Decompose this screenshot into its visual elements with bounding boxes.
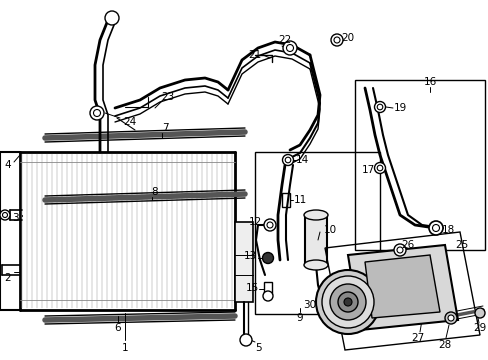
Text: 19: 19 <box>392 103 406 113</box>
Text: 13: 13 <box>243 251 256 261</box>
Circle shape <box>447 315 453 321</box>
Text: 10: 10 <box>323 225 336 235</box>
Text: 3: 3 <box>12 213 18 223</box>
Circle shape <box>240 334 251 346</box>
Circle shape <box>315 270 379 334</box>
Circle shape <box>105 11 119 25</box>
Circle shape <box>329 284 365 320</box>
Circle shape <box>263 291 272 301</box>
Bar <box>354 80 484 250</box>
Text: 15: 15 <box>245 283 258 293</box>
Ellipse shape <box>304 210 327 220</box>
Circle shape <box>264 219 275 231</box>
Bar <box>235 222 252 302</box>
Text: 23: 23 <box>161 92 174 102</box>
Circle shape <box>374 102 385 112</box>
Text: 12: 12 <box>248 217 261 227</box>
Circle shape <box>376 165 382 171</box>
Text: 7: 7 <box>162 123 168 133</box>
Text: 5: 5 <box>254 343 261 353</box>
Circle shape <box>474 308 484 318</box>
Text: 8: 8 <box>151 187 158 197</box>
Text: 14: 14 <box>295 155 308 165</box>
Circle shape <box>444 312 456 324</box>
Circle shape <box>90 106 104 120</box>
Circle shape <box>428 221 442 235</box>
Text: 16: 16 <box>423 77 436 87</box>
Circle shape <box>321 276 373 328</box>
Circle shape <box>0 210 10 220</box>
Text: 24: 24 <box>123 117 136 127</box>
Text: 20: 20 <box>341 33 354 43</box>
Circle shape <box>282 154 293 166</box>
Text: 27: 27 <box>410 333 424 343</box>
Text: 2: 2 <box>5 273 11 283</box>
Circle shape <box>286 45 293 51</box>
Circle shape <box>337 292 357 312</box>
Bar <box>305 215 326 265</box>
Text: 18: 18 <box>441 225 454 235</box>
Circle shape <box>262 252 273 264</box>
Text: 25: 25 <box>454 240 468 250</box>
Circle shape <box>283 41 296 55</box>
Text: 29: 29 <box>472 323 486 333</box>
Text: 4: 4 <box>5 160 11 170</box>
Circle shape <box>396 247 402 253</box>
Text: 1: 1 <box>122 343 128 353</box>
Polygon shape <box>347 245 457 330</box>
Text: 21: 21 <box>248 50 261 60</box>
Circle shape <box>333 37 339 43</box>
Text: 6: 6 <box>115 323 121 333</box>
Circle shape <box>343 298 351 306</box>
Circle shape <box>285 157 290 163</box>
Text: 30: 30 <box>303 300 316 310</box>
Text: 11: 11 <box>293 195 306 205</box>
Text: 26: 26 <box>401 240 414 250</box>
Circle shape <box>393 244 405 256</box>
Text: 28: 28 <box>437 340 451 350</box>
Circle shape <box>2 212 7 217</box>
Circle shape <box>330 34 342 46</box>
Text: 22: 22 <box>278 35 291 45</box>
Circle shape <box>266 222 272 228</box>
Ellipse shape <box>304 260 327 270</box>
Circle shape <box>376 104 382 110</box>
Bar <box>254 152 379 314</box>
Bar <box>282 193 289 207</box>
Circle shape <box>431 225 439 231</box>
Polygon shape <box>364 255 439 318</box>
Text: 17: 17 <box>361 165 374 175</box>
Bar <box>264 282 271 294</box>
Circle shape <box>93 109 101 117</box>
Circle shape <box>374 162 385 174</box>
Text: 9: 9 <box>296 313 303 323</box>
